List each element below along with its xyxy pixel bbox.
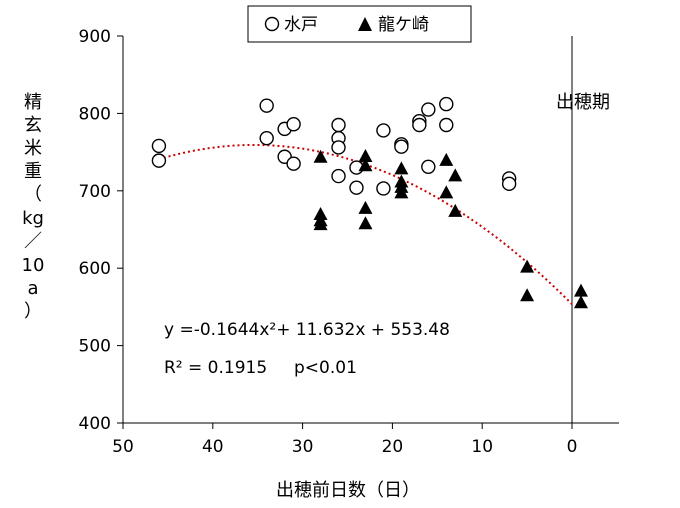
x-tick-label: 50	[112, 437, 134, 457]
y-axis-title-char: 10	[22, 255, 45, 276]
data-point-mito	[331, 168, 346, 184]
data-point-ryugasaki	[520, 288, 535, 302]
x-tick-label: 40	[202, 437, 224, 457]
data-point-ryugasaki	[313, 217, 328, 231]
series-mito	[151, 96, 517, 196]
y-tick-label: 800	[79, 104, 111, 124]
y-tick-label: 700	[79, 182, 111, 202]
y-tick-label: 400	[79, 414, 111, 434]
legend-box	[247, 5, 472, 43]
data-point-mito	[421, 102, 436, 117]
legend-label-mito: 水戸	[284, 15, 318, 35]
data-point-mito	[151, 153, 167, 168]
x-axis-title: 出穂前日数（日）	[276, 480, 420, 501]
heading-date-label: 出穂期	[556, 92, 610, 113]
legend-marker-ryugasaki	[358, 17, 372, 31]
y-axis-title-char: 重	[24, 161, 42, 182]
data-point-mito	[376, 123, 391, 138]
data-point-ryugasaki	[394, 185, 409, 199]
data-point-mito	[286, 156, 301, 171]
data-point-ryugasaki	[313, 149, 328, 163]
data-point-mito	[412, 117, 427, 133]
data-point-ryugasaki	[448, 203, 463, 217]
p-value-label: p<0.01	[294, 358, 357, 378]
data-point-mito	[501, 176, 517, 192]
data-point-mito	[286, 117, 301, 132]
x-tick-label: 30	[292, 437, 314, 457]
data-point-ryugasaki	[448, 168, 463, 182]
series-ryugasaki	[313, 148, 588, 309]
y-tick-label: 500	[79, 337, 111, 357]
data-point-ryugasaki	[439, 152, 454, 166]
data-point-ryugasaki	[358, 158, 373, 172]
data-point-mito	[421, 159, 436, 175]
data-point-mito	[331, 140, 346, 155]
data-point-mito	[259, 98, 274, 113]
data-point-ryugasaki	[573, 283, 588, 297]
data-point-ryugasaki	[358, 200, 373, 214]
data-point-mito	[151, 138, 167, 154]
data-point-ryugasaki	[439, 185, 454, 199]
data-point-ryugasaki	[573, 295, 588, 309]
y-axis-title-char: 米	[24, 138, 42, 159]
y-tick-label: 600	[79, 259, 111, 279]
y-axis-title-char: ／	[24, 231, 42, 252]
x-tick-label: 0	[567, 437, 578, 457]
data-point-mito	[439, 117, 454, 133]
x-tick-label: 20	[382, 437, 404, 457]
legend: 水戸 龍ケ崎	[247, 5, 472, 43]
data-point-mito	[439, 96, 454, 112]
y-tick-label: 900	[79, 27, 111, 47]
data-point-ryugasaki	[520, 259, 535, 273]
data-point-ryugasaki	[358, 216, 373, 230]
r-squared-label: R² = 0.1915	[164, 358, 267, 378]
data-point-ryugasaki	[394, 161, 409, 175]
y-axis-title-char: kg	[22, 208, 44, 229]
data-point-mito	[331, 117, 346, 133]
y-axis-title-char: 精	[24, 92, 42, 113]
x-axis-ticks: 50 40 30 20 10 0	[112, 423, 577, 457]
y-axis-ticks: 900 800 700 600 500 400	[79, 27, 123, 434]
x-tick-label: 10	[471, 437, 493, 457]
legend-marker-mito	[264, 16, 280, 32]
data-point-mito	[259, 130, 274, 146]
regression-equation: y =-0.1644x²+ 11.632x + 553.48	[164, 320, 450, 340]
y-axis-title-char: 玄	[24, 115, 42, 136]
y-axis-title-char: a	[27, 278, 38, 299]
y-axis-title-char: ）	[24, 301, 42, 322]
y-axis-title-char: （	[24, 184, 42, 205]
data-point-mito	[394, 139, 409, 154]
data-point-ryugasaki	[358, 148, 373, 162]
data-point-mito	[376, 181, 391, 196]
data-point-mito	[349, 180, 364, 195]
legend-label-ryugasaki: 龍ケ崎	[378, 15, 429, 35]
